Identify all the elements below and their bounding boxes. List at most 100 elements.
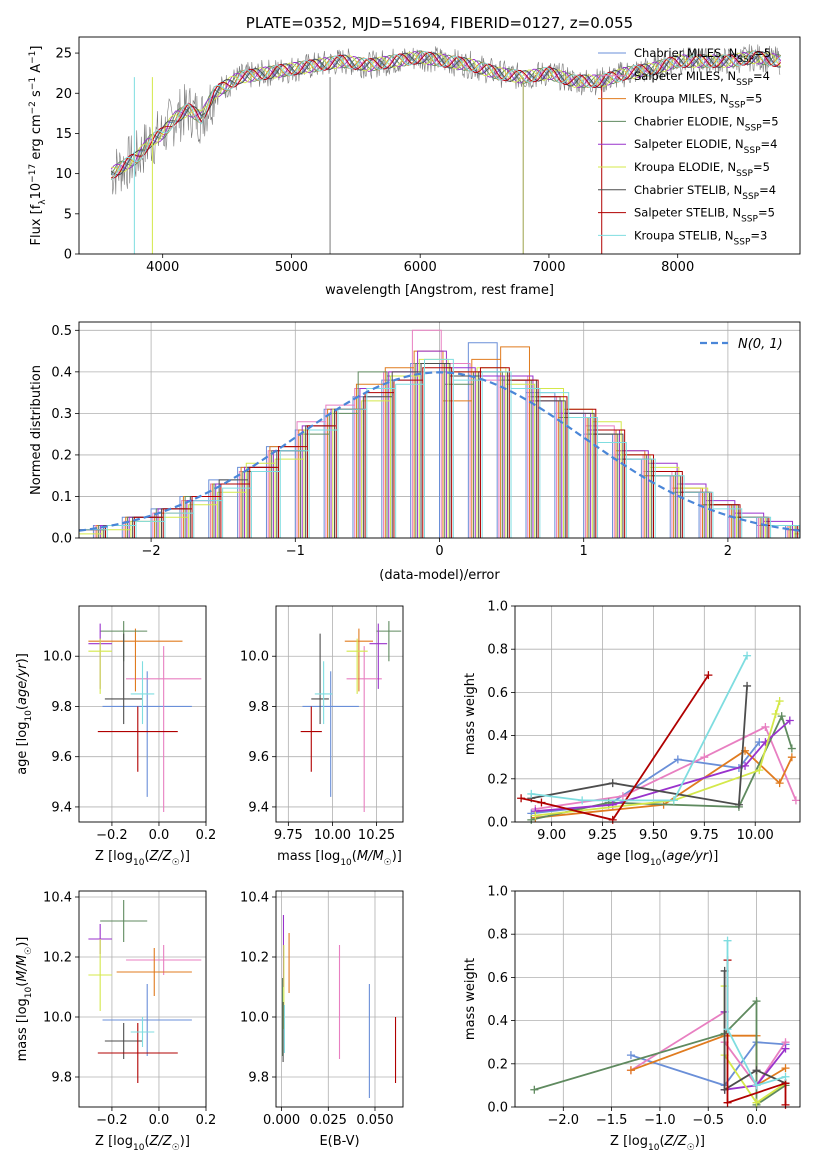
x-tick-label: 0	[435, 544, 443, 559]
x-tick-label: −1	[286, 544, 305, 559]
mass-weight-marker	[608, 815, 617, 824]
y-tick-label: 9.8	[51, 700, 72, 715]
spectrum-title: PLATE=0352, MJD=51694, FIBERID=0127, z=0…	[246, 14, 633, 32]
mass-weight-marker	[734, 800, 743, 809]
mass-weight-line	[531, 655, 748, 802]
mass-weight-marker	[531, 811, 540, 820]
y-tick-label: 10.2	[43, 951, 72, 966]
x-tick-label: 0.0	[149, 828, 170, 843]
mass-weight-line	[520, 674, 710, 821]
x-tick-label: 10.00	[737, 828, 774, 843]
histogram-step	[79, 350, 800, 538]
y-tick-label: 0.0	[51, 532, 72, 547]
mass-weight-marker	[530, 1085, 539, 1094]
mass-weight-marker	[771, 710, 780, 718]
x-tick-label: 9.75	[274, 828, 303, 843]
spectrum-xlabel: wavelength [Angstrom, rest frame]	[325, 283, 554, 298]
mass-weight-marker	[787, 744, 796, 753]
x-tick-label: −2	[142, 544, 161, 559]
y-tick-label: 5	[64, 207, 72, 222]
x-tick-label: −1.5	[596, 1113, 628, 1128]
x-tick-label: 0.025	[310, 1113, 347, 1128]
x-tick-label: 8000	[661, 260, 694, 275]
mass-weight-marker	[669, 796, 678, 805]
y-tick-label: 9.6	[248, 750, 269, 765]
mass-weight-marker	[781, 1044, 790, 1053]
mass-weight-marker	[781, 1100, 790, 1109]
x-tick-label: 5000	[275, 260, 308, 275]
y-tick-label: 0.0	[487, 816, 508, 831]
model-fit-line	[110, 50, 781, 180]
x-tick-label: 9.00	[537, 828, 566, 843]
y-tick-label: 0.4	[487, 729, 508, 744]
mass-weight-line	[726, 940, 786, 1087]
mass-weight-marker	[775, 779, 784, 788]
y-tick-label: 0.1	[51, 490, 72, 505]
y-tick-label: 0.2	[51, 448, 72, 463]
gaussian-curve	[78, 371, 801, 532]
panel-xlabel: mass [log10(M/M☉)]	[277, 849, 402, 868]
model-fit-line	[110, 50, 782, 181]
y-tick-label: 0.8	[487, 928, 508, 943]
mass-weight-marker	[517, 794, 526, 803]
y-tick-label: 10.0	[240, 650, 269, 665]
mass-weight-line	[723, 970, 786, 1092]
mass-weight-marker	[752, 997, 761, 1006]
x-tick-label: 9.25	[588, 828, 617, 843]
y-tick-label: 9.6	[51, 750, 72, 765]
model-fit-line	[110, 51, 782, 170]
y-tick-label: 0.5	[51, 324, 72, 339]
mass-weight-marker	[752, 1066, 761, 1075]
y-tick-label: 15	[55, 127, 72, 142]
x-tick-label: 0.050	[356, 1113, 393, 1128]
mass-weight-marker	[608, 779, 617, 788]
mass-weight-line	[531, 685, 748, 806]
histogram-xlabel: (data-model)/error	[379, 568, 500, 583]
mass-weight-marker	[626, 1051, 635, 1060]
mass-weight-marker	[777, 712, 786, 721]
y-tick-label: 10.2	[240, 951, 269, 966]
mass-weight-marker	[537, 798, 546, 807]
y-tick-label: 0.4	[51, 365, 72, 380]
panel-xlabel: Z [log10(Z/Z☉)]	[610, 1134, 705, 1153]
mass-weight-marker	[723, 1025, 732, 1034]
y-tick-label: 0.6	[487, 686, 508, 701]
panel-xlabel: E(B-V)	[319, 1134, 359, 1149]
panel-xlabel: Z [log10(Z/Z☉)]	[95, 1134, 190, 1153]
axes-frame	[514, 605, 801, 823]
y-tick-label: 10.0	[240, 1011, 269, 1026]
x-tick-label: −0.5	[692, 1113, 724, 1128]
mass-weight-marker	[743, 651, 752, 660]
mass-weight-marker	[618, 792, 627, 801]
mass-weight-marker	[700, 753, 709, 762]
x-tick-label: −2.0	[548, 1113, 580, 1128]
x-tick-label: 7000	[532, 260, 565, 275]
x-tick-label: −1.0	[644, 1113, 676, 1128]
x-tick-label: 0.0	[746, 1113, 767, 1128]
x-tick-label: 9.75	[690, 828, 719, 843]
y-tick-label: 0	[64, 248, 72, 263]
y-tick-label: 25	[55, 47, 72, 62]
axes-frame	[275, 890, 404, 1108]
mass-weight-marker	[743, 681, 752, 690]
x-tick-label: 2	[724, 544, 732, 559]
x-tick-label: 10.00	[314, 828, 351, 843]
y-tick-label: 0.0	[487, 1101, 508, 1116]
y-tick-label: 9.8	[51, 1071, 72, 1086]
mass-weight-marker	[761, 722, 770, 731]
y-tick-label: 9.4	[51, 800, 72, 815]
x-tick-label: 0.000	[263, 1113, 300, 1128]
x-tick-label: 0.0	[149, 1113, 170, 1128]
panel-ylabel: mass weight	[463, 673, 478, 755]
histogram-ylabel: Normed distribution	[29, 365, 44, 495]
x-tick-label: 10.25	[358, 828, 395, 843]
mass-weight-marker	[752, 1081, 761, 1090]
mass-weight-marker	[673, 755, 682, 764]
mass-weight-marker	[752, 1098, 761, 1107]
y-tick-label: 0.2	[487, 772, 508, 787]
histogram-step	[79, 358, 800, 538]
y-tick-label: 0.3	[51, 407, 72, 422]
x-tick-label: 0.2	[196, 1113, 217, 1128]
mass-weight-marker	[527, 789, 536, 798]
